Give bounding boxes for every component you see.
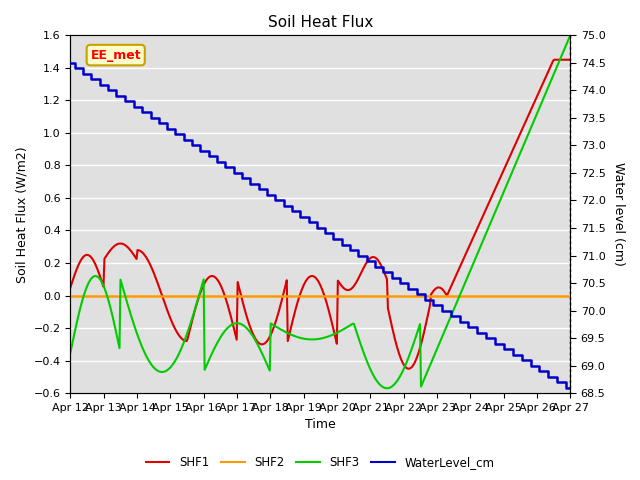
X-axis label: Time: Time — [305, 419, 336, 432]
Y-axis label: Soil Heat Flux (W/m2): Soil Heat Flux (W/m2) — [15, 146, 28, 283]
Title: Soil Heat Flux: Soil Heat Flux — [268, 15, 373, 30]
Text: EE_met: EE_met — [90, 48, 141, 61]
Legend: SHF1, SHF2, SHF3, WaterLevel_cm: SHF1, SHF2, SHF3, WaterLevel_cm — [141, 452, 499, 474]
Y-axis label: Water level (cm): Water level (cm) — [612, 162, 625, 266]
